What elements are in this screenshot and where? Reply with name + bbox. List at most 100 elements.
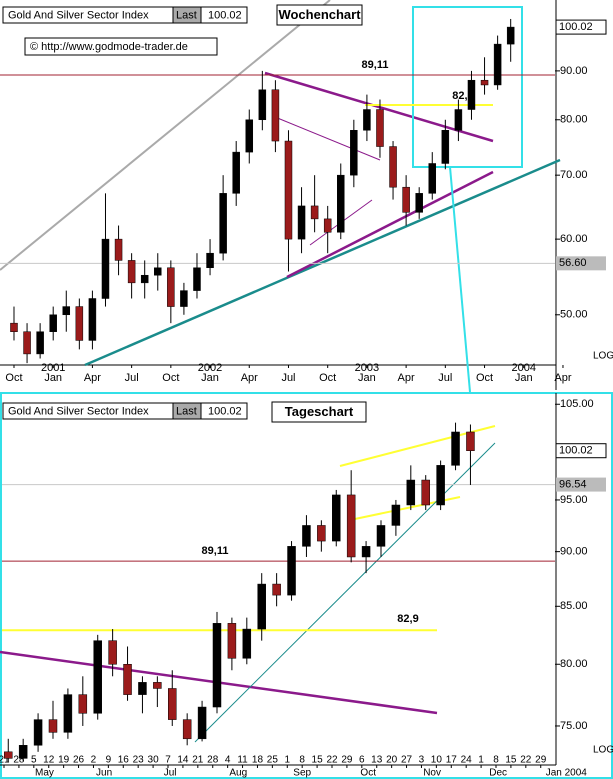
candle-body	[227, 623, 237, 659]
candle-body	[78, 694, 88, 714]
x-tick-label: 28	[207, 755, 219, 766]
candle-body	[245, 119, 254, 153]
chart-title: Gold And Silver Sector Index	[8, 9, 149, 21]
x-tick-label: 4	[225, 755, 231, 766]
candle-body	[323, 218, 332, 233]
x-tick-label: 18	[252, 755, 264, 766]
candle-body	[376, 109, 384, 147]
x-tick-label: 17	[446, 755, 458, 766]
candle-body	[415, 193, 423, 213]
last-price-label: 100.02	[559, 21, 593, 33]
candle-body	[436, 465, 445, 506]
candle-body	[480, 79, 489, 86]
y-tick-label: 85.00	[560, 600, 588, 612]
x-tick-label: 20	[386, 755, 398, 766]
x-tick-label: 21	[192, 755, 204, 766]
y-tick-label: 75.00	[560, 720, 588, 732]
candle-body	[101, 238, 110, 299]
level-label: 89,11	[202, 545, 229, 557]
month-label: Nov	[423, 768, 441, 779]
x-tick-label: 25	[267, 755, 279, 766]
y-tick-label: 90.00	[560, 546, 588, 558]
zoom-connector	[449, 166, 471, 393]
x-tick-label: 11	[237, 755, 248, 766]
x-tick-label: 29	[535, 755, 547, 766]
x-tick-label: Oct	[476, 372, 493, 384]
x-tick-label: Oct	[162, 372, 179, 384]
candle-body	[63, 694, 73, 733]
x-tick-label: 14	[177, 755, 189, 766]
candle-body	[302, 525, 311, 547]
chart-title: Gold And Silver Sector Index	[8, 405, 149, 417]
candle-body	[272, 583, 281, 596]
month-label: Sep	[293, 768, 311, 779]
year-label: 2004	[512, 362, 536, 374]
candle-body	[493, 43, 502, 86]
candle-body	[376, 525, 386, 547]
x-tick-label: 27	[401, 755, 413, 766]
candle-body	[402, 186, 410, 213]
candle-body	[48, 719, 58, 733]
x-tick-label: 5	[31, 755, 37, 766]
candle-body	[454, 109, 463, 131]
x-tick-label: 3	[419, 755, 425, 766]
candle-body	[138, 682, 147, 695]
x-tick-label: 21	[0, 755, 10, 766]
month-label: Oct	[360, 768, 376, 779]
x-tick-label: 26	[73, 755, 85, 766]
month-label: Aug	[229, 768, 247, 779]
level-label: 82,9	[397, 613, 418, 625]
candle-body	[297, 205, 306, 240]
x-tick-label: 7	[165, 755, 171, 766]
x-tick-label: Apr	[398, 372, 415, 384]
candle-body	[88, 298, 97, 341]
x-tick-label: Jan	[44, 372, 62, 384]
level-label: 89,11	[362, 59, 389, 71]
chart-name: Wochenchart	[278, 7, 361, 22]
candle-body	[258, 89, 267, 121]
candle-body	[466, 431, 475, 451]
copyright-box	[24, 37, 218, 56]
candle-body	[193, 267, 201, 291]
candle-body	[389, 146, 397, 188]
month-label: Dec	[489, 768, 507, 779]
candle-body	[363, 109, 371, 131]
price-box	[556, 256, 606, 271]
candle-body	[451, 431, 460, 466]
x-tick-label: 8	[493, 755, 499, 766]
trend-line	[274, 116, 381, 161]
y-tick-label: 80.00	[560, 658, 588, 670]
x-tick-label: Jan	[201, 372, 219, 384]
candle-body	[10, 322, 18, 332]
trend-line	[0, 0, 331, 271]
candle-body	[428, 163, 437, 194]
last-value: 100.02	[208, 9, 242, 21]
candle-body	[23, 331, 31, 355]
candle-body	[197, 706, 207, 740]
month-label: Jul	[164, 768, 177, 779]
x-tick-label: Jul	[438, 372, 452, 384]
x-tick-label: Oct	[319, 372, 336, 384]
panel-frame	[0, 392, 613, 779]
trend-line	[194, 442, 496, 743]
candle-body	[154, 267, 162, 276]
last-label: Last	[176, 9, 197, 21]
candle-body	[18, 745, 28, 759]
candle-body	[350, 130, 358, 176]
candle-body	[287, 546, 296, 596]
y-tick-label: 60.00	[560, 233, 588, 245]
x-tick-label: 22	[520, 755, 532, 766]
log-label: LOG	[593, 351, 613, 362]
x-tick-label: 16	[118, 755, 130, 766]
candle-body	[153, 682, 162, 689]
trend-line	[84, 158, 561, 367]
x-tick-label: 19	[58, 755, 70, 766]
candle-body	[242, 628, 252, 659]
candle-body	[219, 193, 227, 254]
candle-body	[75, 306, 84, 341]
x-tick-label: Apr	[241, 372, 258, 384]
month-label: Jan 2004	[546, 768, 588, 779]
last-value-box	[200, 402, 248, 420]
x-tick-label: 2	[91, 755, 97, 766]
x-tick-label: 22	[326, 755, 338, 766]
